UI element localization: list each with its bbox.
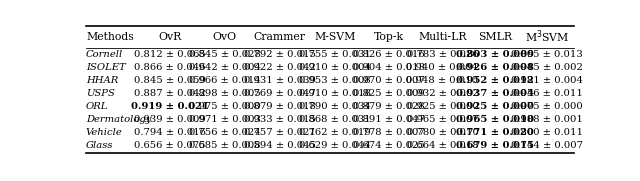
Text: 0.926 ± 0.008: 0.926 ± 0.008 [456, 63, 534, 72]
Text: Methods: Methods [86, 32, 134, 42]
Text: 0.757 ± 0.021: 0.757 ± 0.021 [244, 128, 316, 137]
Text: 0.865 ± 0.013: 0.865 ± 0.013 [511, 50, 582, 59]
Text: 0.664 ± 0.018: 0.664 ± 0.018 [406, 141, 478, 150]
Text: 0.845 ± 0.059: 0.845 ± 0.059 [134, 76, 205, 85]
Text: HHAR: HHAR [86, 76, 118, 85]
Text: 0.925 ± 0.000: 0.925 ± 0.000 [456, 102, 534, 111]
Text: ORL: ORL [86, 102, 108, 111]
Text: 0.937 ± 0.004: 0.937 ± 0.004 [456, 89, 534, 98]
Text: 0.762 ± 0.019: 0.762 ± 0.019 [299, 128, 371, 137]
Text: 0.942 ± 0.004: 0.942 ± 0.004 [189, 63, 260, 72]
Text: Top-k: Top-k [374, 32, 404, 42]
Text: 0.933 ± 0.015: 0.933 ± 0.015 [244, 115, 316, 124]
Text: 0.769 ± 0.047: 0.769 ± 0.047 [244, 89, 316, 98]
Text: OvR: OvR [158, 32, 181, 42]
Text: 0.674 ± 0.025: 0.674 ± 0.025 [353, 141, 424, 150]
Text: 0.887 ± 0.042: 0.887 ± 0.042 [134, 89, 205, 98]
Text: 0.945 ± 0.002: 0.945 ± 0.002 [511, 63, 582, 72]
Text: 0.966 ± 0.014: 0.966 ± 0.014 [189, 76, 260, 85]
Text: 0.939 ± 0.009: 0.939 ± 0.009 [134, 115, 205, 124]
Text: 0.800 ± 0.011: 0.800 ± 0.011 [511, 128, 583, 137]
Text: 0.744 ± 0.007: 0.744 ± 0.007 [511, 141, 583, 150]
Text: 0.932 ± 0.002: 0.932 ± 0.002 [406, 89, 478, 98]
Text: 0.783 ± 0.026: 0.783 ± 0.026 [406, 50, 478, 59]
Text: 0.845 ± 0.028: 0.845 ± 0.028 [189, 50, 260, 59]
Text: 0.792 ± 0.015: 0.792 ± 0.015 [244, 50, 316, 59]
Text: 0.910 ± 0.018: 0.910 ± 0.018 [299, 89, 371, 98]
Text: 0.922 ± 0.042: 0.922 ± 0.042 [244, 63, 316, 72]
Text: 0.771 ± 0.020: 0.771 ± 0.020 [456, 128, 534, 137]
Text: 0.948 ± 0.010: 0.948 ± 0.010 [406, 76, 479, 85]
Text: 0.988 ± 0.001: 0.988 ± 0.001 [511, 115, 582, 124]
Text: 0.879 ± 0.028: 0.879 ± 0.028 [353, 102, 424, 111]
Text: Vehicle: Vehicle [86, 128, 123, 137]
Text: 0.981 ± 0.004: 0.981 ± 0.004 [511, 76, 583, 85]
Text: 0.803 ± 0.009: 0.803 ± 0.009 [456, 50, 534, 59]
Text: 0.826 ± 0.016: 0.826 ± 0.016 [353, 50, 424, 59]
Text: 0.925 ± 0.000: 0.925 ± 0.000 [406, 102, 478, 111]
Text: 0.940 ± 0.004: 0.940 ± 0.004 [406, 63, 479, 72]
Text: 0.825 ± 0.009: 0.825 ± 0.009 [353, 89, 424, 98]
Text: 0.975 ± 0.000: 0.975 ± 0.000 [189, 102, 260, 111]
Text: 0.891 ± 0.047: 0.891 ± 0.047 [353, 115, 425, 124]
Text: 0.898 ± 0.005: 0.898 ± 0.005 [189, 89, 260, 98]
Text: 0.780 ± 0.010: 0.780 ± 0.010 [406, 128, 478, 137]
Text: 0.778 ± 0.007: 0.778 ± 0.007 [353, 128, 424, 137]
Text: M-SVM: M-SVM [314, 32, 356, 42]
Text: SMLR: SMLR [478, 32, 512, 42]
Text: 0.790 ± 0.034: 0.790 ± 0.034 [299, 102, 371, 111]
Text: OvO: OvO [212, 32, 237, 42]
Text: Crammer: Crammer [253, 32, 306, 42]
Text: 0.953 ± 0.008: 0.953 ± 0.008 [299, 76, 371, 85]
Text: 0.965 ± 0.007: 0.965 ± 0.007 [406, 115, 478, 124]
Text: 0.904 ± 0.013: 0.904 ± 0.013 [353, 63, 425, 72]
Text: 0.755 ± 0.031: 0.755 ± 0.031 [299, 50, 371, 59]
Text: 0.975 ± 0.000: 0.975 ± 0.000 [511, 102, 582, 111]
Text: 0.679 ± 0.015: 0.679 ± 0.015 [456, 141, 534, 150]
Text: Multi-LR: Multi-LR [418, 32, 467, 42]
Text: 0.685 ± 0.008: 0.685 ± 0.008 [189, 141, 260, 150]
Text: 0.956 ± 0.011: 0.956 ± 0.011 [511, 89, 582, 98]
Text: 0.919 ± 0.021: 0.919 ± 0.021 [131, 102, 209, 111]
Text: 0.756 ± 0.024: 0.756 ± 0.024 [189, 128, 260, 137]
Text: 0.952 ± 0.012: 0.952 ± 0.012 [456, 76, 534, 85]
Text: 0.910 ± 0.004: 0.910 ± 0.004 [299, 63, 371, 72]
Text: 0.594 ± 0.045: 0.594 ± 0.045 [244, 141, 316, 150]
Text: Dermatology: Dermatology [86, 115, 151, 124]
Text: 0.794 ± 0.016: 0.794 ± 0.016 [134, 128, 205, 137]
Text: Cornell: Cornell [86, 50, 124, 59]
Text: 0.931 ± 0.039: 0.931 ± 0.039 [244, 76, 316, 85]
Text: USPS: USPS [86, 89, 115, 98]
Text: 0.879 ± 0.018: 0.879 ± 0.018 [244, 102, 316, 111]
Text: 0.812 ± 0.065: 0.812 ± 0.065 [134, 50, 205, 59]
Text: 0.656 ± 0.075: 0.656 ± 0.075 [134, 141, 205, 150]
Text: 0.868 ± 0.031: 0.868 ± 0.031 [299, 115, 371, 124]
Text: M$^3$SVM: M$^3$SVM [525, 28, 569, 45]
Text: Glass: Glass [86, 141, 113, 150]
Text: ISOLET: ISOLET [86, 63, 125, 72]
Text: 0.866 ± 0.046: 0.866 ± 0.046 [134, 63, 205, 72]
Text: 0.971 ± 0.003: 0.971 ± 0.003 [189, 115, 260, 124]
Text: 0.970 ± 0.007: 0.970 ± 0.007 [353, 76, 424, 85]
Text: 0.965 ± 0.010: 0.965 ± 0.010 [456, 115, 534, 124]
Text: 0.629 ± 0.044: 0.629 ± 0.044 [299, 141, 371, 150]
